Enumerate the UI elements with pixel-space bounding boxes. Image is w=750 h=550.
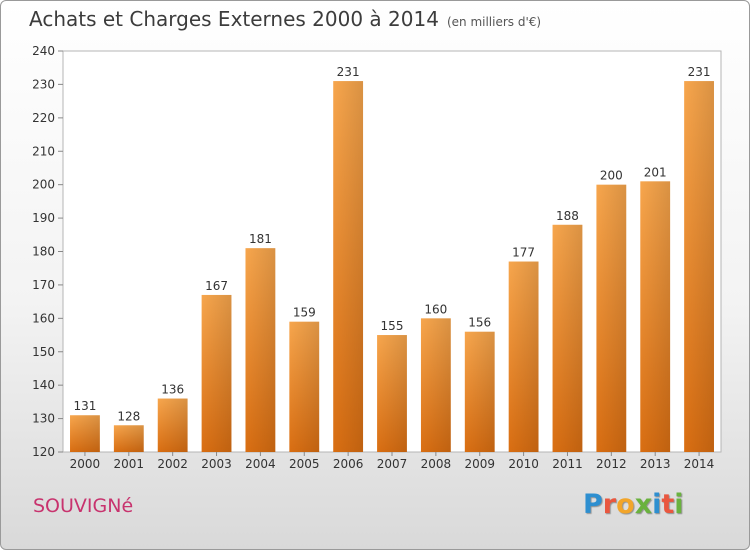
bar-value-label: 231 bbox=[337, 65, 360, 79]
y-tick-label: 140 bbox=[32, 378, 55, 392]
commune-name: SOUVIGNé bbox=[33, 495, 134, 517]
y-tick-label: 220 bbox=[32, 111, 55, 125]
bar-value-label: 200 bbox=[600, 169, 623, 183]
bar-shade bbox=[289, 321, 320, 452]
bar-shade bbox=[245, 248, 276, 452]
y-tick-label: 160 bbox=[32, 311, 55, 325]
x-tick-label: 2007 bbox=[377, 457, 408, 471]
bar-value-label: 136 bbox=[161, 383, 184, 397]
bar-value-label: 128 bbox=[117, 409, 140, 423]
logo-letter: r bbox=[602, 489, 617, 520]
logo-letter: i bbox=[652, 489, 662, 520]
x-tick-label: 2011 bbox=[552, 457, 583, 471]
bar-shade bbox=[508, 261, 539, 452]
bar-value-label: 181 bbox=[249, 232, 272, 246]
chart-title: Achats et Charges Externes 2000 à 2014 (e… bbox=[29, 7, 541, 31]
bar-value-label: 201 bbox=[644, 165, 667, 179]
logo-letter: x bbox=[634, 489, 653, 520]
bar-value-label: 188 bbox=[556, 209, 579, 223]
bar-shade bbox=[640, 181, 671, 452]
logo-letter: P bbox=[583, 489, 603, 520]
bar-value-label: 156 bbox=[468, 316, 491, 330]
proxiti-logo: Proxiti bbox=[583, 489, 684, 520]
bar-shade bbox=[333, 81, 364, 452]
y-tick-label: 200 bbox=[32, 178, 55, 192]
bar-shade bbox=[684, 81, 714, 452]
bar-value-label: 159 bbox=[293, 306, 316, 320]
bar-shade bbox=[552, 224, 583, 452]
bar-value-label: 160 bbox=[424, 302, 447, 316]
bar-value-label: 131 bbox=[73, 399, 96, 413]
chart-title-text: Achats et Charges Externes 2000 à 2014 bbox=[29, 7, 439, 31]
y-tick-label: 230 bbox=[32, 77, 55, 91]
y-tick-label: 210 bbox=[32, 144, 55, 158]
bar-shade bbox=[420, 318, 451, 452]
x-tick-label: 2005 bbox=[289, 457, 320, 471]
x-axis: 2000 2001 2002 2003 2004 2005 2006 2007 2008 2009… bbox=[70, 452, 715, 471]
y-tick-label: 150 bbox=[32, 345, 55, 359]
x-tick-label: 2009 bbox=[464, 457, 495, 471]
y-tick-label: 180 bbox=[32, 245, 55, 259]
bar-value-label: 231 bbox=[688, 65, 711, 79]
bar-value-label: 155 bbox=[381, 319, 404, 333]
bar-shade bbox=[377, 335, 407, 452]
bar-value-label: 167 bbox=[205, 279, 228, 293]
chart-unit: (en milliers d'€) bbox=[446, 15, 542, 29]
y-tick-label: 170 bbox=[32, 278, 55, 292]
y-tick-label: 130 bbox=[32, 412, 55, 426]
y-tick-label: 240 bbox=[32, 44, 55, 58]
bar-shade bbox=[113, 425, 144, 452]
x-tick-label: 2002 bbox=[157, 457, 188, 471]
y-tick-label: 120 bbox=[32, 445, 55, 459]
x-tick-label: 2014 bbox=[684, 457, 715, 471]
logo-letter: i bbox=[674, 489, 684, 520]
bar-series: 131 128 136 167 181 159 231 155 160 156 177 188 200 2… bbox=[70, 65, 714, 452]
x-tick-label: 2010 bbox=[508, 457, 539, 471]
logo-letter: t bbox=[661, 489, 675, 520]
bar-shade bbox=[157, 398, 188, 452]
bar-value-label: 177 bbox=[512, 246, 535, 260]
y-tick-label: 190 bbox=[32, 211, 55, 225]
x-tick-label: 2012 bbox=[596, 457, 627, 471]
logo-letter: o bbox=[616, 489, 635, 520]
x-tick-label: 2006 bbox=[333, 457, 364, 471]
bar-shade bbox=[596, 184, 627, 452]
x-tick-label: 2004 bbox=[245, 457, 276, 471]
x-tick-label: 2001 bbox=[114, 457, 145, 471]
x-tick-label: 2003 bbox=[201, 457, 232, 471]
x-tick-label: 2000 bbox=[70, 457, 101, 471]
x-tick-label: 2013 bbox=[640, 457, 671, 471]
bar-shade bbox=[70, 415, 100, 452]
x-tick-label: 2008 bbox=[421, 457, 452, 471]
bar-shade bbox=[464, 331, 495, 452]
bar-shade bbox=[201, 294, 232, 452]
y-axis: 120 130 140 150 160 170 180 190 200 210 220 230 240 bbox=[32, 44, 63, 459]
